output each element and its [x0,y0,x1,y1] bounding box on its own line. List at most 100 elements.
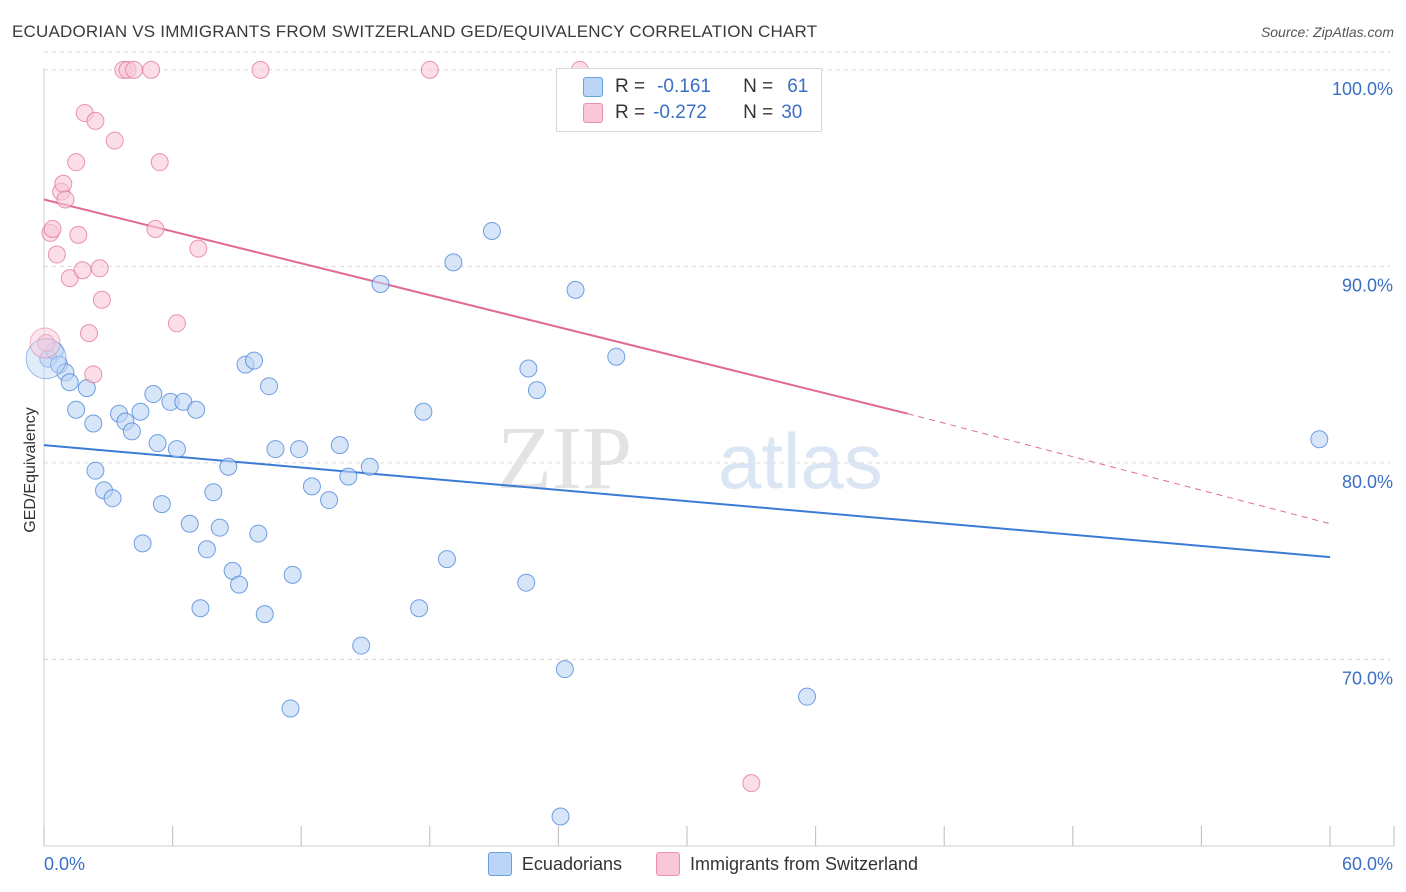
ecuadorians-point [84,414,103,433]
stats-legend-row-ecuadorians: R = -0.161 N = 61 [583,75,808,99]
ecuadorians-large-point [25,338,67,380]
ecuadorians-point [302,477,321,496]
ecuadorians-point [148,434,167,453]
n-label: N = [743,102,774,123]
ecuadorians-point [414,402,433,421]
ecuadorians-point [187,400,206,419]
series-legend: Ecuadorians Immigrants from Switzerland [0,852,1406,876]
watermark-zip: ZIP [497,409,632,508]
switzerland-point [43,219,62,238]
ecuadorians-point [122,422,141,441]
legend-swatch-blue [487,852,512,876]
r-label: R = [615,102,646,123]
axis-layer: 70.0% 80.0% 90.0% 100.0% 0.0% 60.0% [43,68,1395,874]
switzerland-point [73,261,92,280]
chart-title: ECUADORIAN VS IMMIGRANTS FROM SWITZERLAN… [12,22,818,41]
switzerland-point [86,111,105,130]
ecuadorians-point [204,483,223,502]
n-value: 30 [781,102,803,123]
switzerland-point [92,290,111,309]
ecuadorians-point [527,381,546,400]
ecuadorians-point [482,221,501,240]
ecuadorians-point [320,491,339,510]
switzerland-large-point [29,327,61,359]
ecuadorians-point [86,461,105,480]
ecuadorians-point [245,351,264,370]
ecuadorians-point [410,599,429,618]
ecuadorians-point [131,402,150,421]
ecuadorians-point [798,687,817,706]
ecuadorians-point [437,550,456,569]
switzerland-point [56,190,75,209]
n-label: N = [743,76,774,97]
ecuadorians-point [210,518,229,537]
r-value: -0.161 [657,76,711,97]
ecuadorians-point [219,457,238,476]
n-value: 61 [787,76,809,97]
legend-swatch-blue [583,77,603,97]
ecuadorians-point [519,359,538,378]
switzerland-point [742,774,761,793]
ecuadorians-point [517,573,536,592]
legend-item-ecuadorians: Ecuadorians [487,852,622,876]
y-tick-label: 100.0% [1332,79,1393,99]
ecuadorians-point [103,489,122,508]
ecuadorians-point [551,807,570,826]
ecuadorians-point [360,457,379,476]
x-tick-label: 60.0% [1342,854,1393,874]
r-label: R = [615,76,646,97]
source-label: Source: ZipAtlas.com [1260,24,1394,40]
switzerland-point [167,314,186,333]
ecuadorians-point [255,605,274,624]
ecuadorians-point [144,385,163,404]
ecuadorians-point [260,377,279,396]
ecuadorians-point [60,373,79,392]
switzerland-point [84,365,103,384]
switzerland-point [80,324,99,343]
grid-layer [44,51,1390,660]
ecuadorians-trend-line [43,444,1331,559]
ecuadorians-point [281,699,300,718]
switzerland-point [125,60,144,79]
legend-swatch-pink [656,852,680,876]
switzerland-point [251,60,270,79]
switzerland-point [142,60,161,79]
points-layer [25,60,1329,826]
y-axis-label: GED/Equivalency [22,407,39,532]
switzerland-point [146,219,165,238]
watermark-atlas: atlas [718,417,883,505]
ecuadorians-point [290,440,309,459]
ecuadorians-point [152,495,171,514]
ecuadorians-point [230,575,249,594]
ecuadorians-point [67,400,86,419]
switzerland-point [69,225,88,244]
switzerland-trend-line [43,198,909,415]
stats-legend-row-switzerland: R = -0.272 N = 30 [583,101,802,125]
switzerland-point [105,131,124,150]
ecuadorians-point [444,253,463,272]
legend-label: Immigrants from Switzerland [690,853,919,874]
switzerland-point [67,153,86,172]
switzerland-point [47,245,66,264]
r-value: -0.272 [653,102,707,123]
ecuadorians-point [283,565,302,584]
ecuadorians-point [352,636,371,655]
ecuadorians-point [197,540,216,559]
ecuadorians-point [266,440,285,459]
y-tick-label: 80.0% [1342,472,1393,492]
ecuadorians-point [339,467,358,486]
ecuadorians-point [133,534,152,553]
ecuadorians-point [330,436,349,455]
x-tick-label: 0.0% [44,854,85,874]
switzerland-point [420,60,439,79]
stats-legend: R = -0.161 N = 61 R = -0.272 N = 30 [556,68,822,132]
switzerland-trend-extension [907,413,1331,525]
switzerland-point [150,153,169,172]
switzerland-point [189,239,208,258]
legend-label: Ecuadorians [521,853,622,874]
ecuadorians-point [566,280,585,299]
ecuadorians-point [180,514,199,533]
ecuadorians-point [555,660,574,679]
ecuadorians-point [1310,430,1329,449]
